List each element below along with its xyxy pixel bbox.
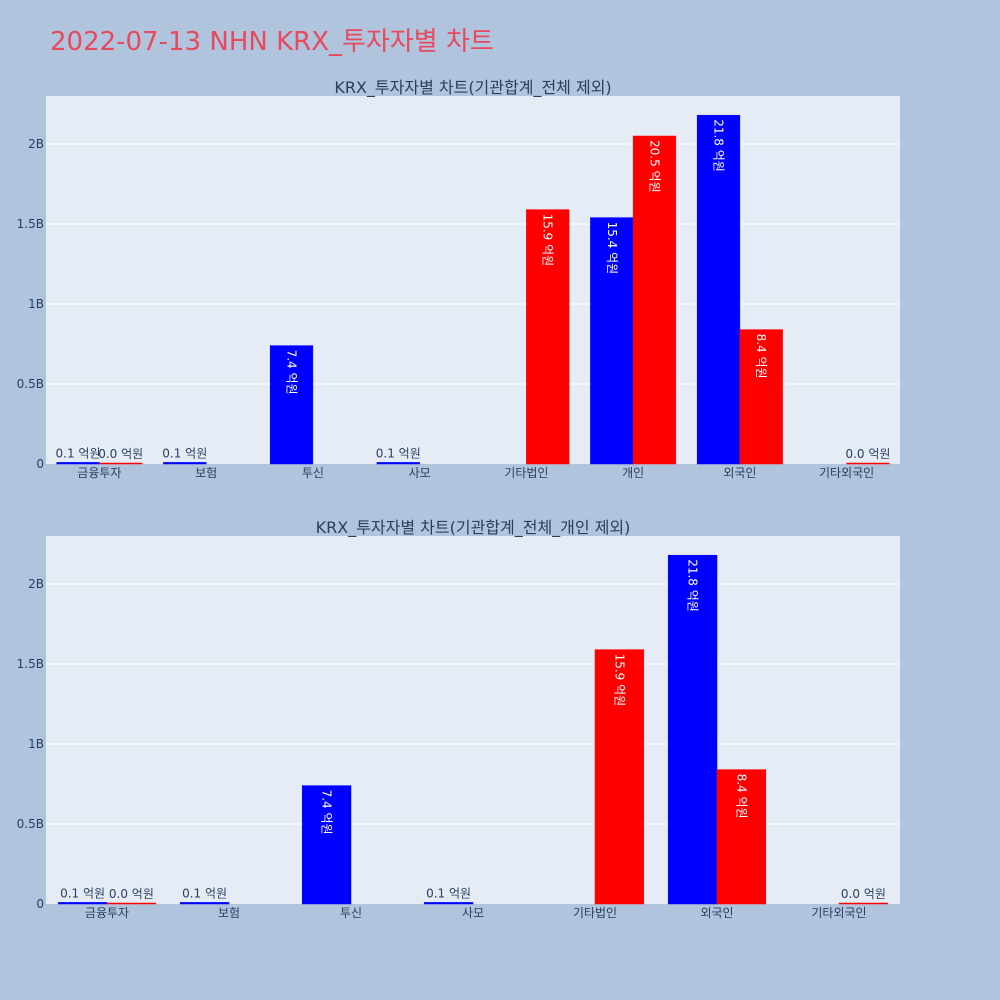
- bar: [526, 209, 570, 465]
- x-tick-label: 개인: [622, 466, 644, 480]
- y-tick-label: 1.5B: [17, 657, 44, 671]
- bar: [99, 462, 143, 465]
- chart-bottom: KRX_투자자별 차트(기관합계_전체_개인 제외) 0 0.5B 1B 1.5B 2B 금…: [17, 518, 900, 920]
- x-tick-label: 기타법인: [573, 906, 617, 920]
- bar-data-label: 0.1 억원: [182, 886, 227, 900]
- bar-data-label: 0.0 억원: [845, 447, 890, 461]
- bar: [269, 345, 314, 465]
- bar: [179, 902, 230, 905]
- bar: [590, 217, 634, 465]
- x-tick-label: 보험: [218, 906, 240, 920]
- chart-title: KRX_투자자별 차트(기관합계_전체_개인 제외): [316, 518, 631, 538]
- bar: [163, 462, 207, 465]
- page-title: 2022-07-13 NHN KRX_투자자별 차트: [50, 27, 494, 57]
- plot-area: [46, 536, 900, 904]
- bar: [376, 462, 420, 465]
- x-tick-label: 기타외국인: [811, 906, 866, 920]
- bar: [716, 769, 767, 905]
- x-tick-label: 기타외국인: [819, 466, 874, 480]
- y-tick-label: 1.5B: [17, 217, 44, 231]
- bar-data-label: 21.8 억원: [712, 119, 726, 172]
- bar-data-label: 0.1 억원: [56, 446, 101, 460]
- chart-top: KRX_투자자별 차트(기관합계_전체 제외) 0 0.5B 1B 1.5B 2B 금융투자…: [17, 78, 900, 480]
- bar-data-label: 15.9 억원: [541, 214, 555, 267]
- x-tick-label: 사모: [409, 466, 431, 480]
- bar: [56, 462, 100, 465]
- bar-data-label: 0.1 억원: [60, 886, 105, 900]
- y-tick-label: 1B: [28, 297, 44, 311]
- bar: [632, 135, 677, 465]
- bar: [423, 902, 474, 905]
- x-tick-label: 금융투자: [85, 906, 129, 920]
- bar-data-label: 21.8 억원: [686, 559, 700, 612]
- x-tick-label: 보험: [195, 466, 217, 480]
- bar-data-label: 0.0 억원: [109, 887, 154, 901]
- x-tick-label: 금융투자: [77, 466, 121, 480]
- y-tick-label: 0: [36, 897, 44, 911]
- x-tick-label: 외국인: [723, 466, 756, 480]
- bar: [301, 785, 352, 905]
- bar-data-label: 15.4 억원: [605, 222, 619, 275]
- bar-data-label: 8.4 억원: [734, 774, 748, 819]
- y-tick-label: 1B: [28, 737, 44, 751]
- bar-data-label: 7.4 억원: [320, 790, 334, 835]
- bar: [739, 329, 783, 465]
- y-tick-label: 0.5B: [17, 817, 44, 831]
- y-tick-label: 0: [36, 457, 44, 471]
- bar-data-label: 0.1 억원: [376, 446, 421, 460]
- x-tick-label: 기타법인: [504, 466, 548, 480]
- bar-data-label: 8.4 억원: [754, 334, 768, 379]
- bar-data-label: 0.1 억원: [426, 886, 471, 900]
- x-tick-label: 사모: [462, 906, 484, 920]
- bar-data-label: 0.0 억원: [98, 447, 143, 461]
- bar: [838, 902, 889, 905]
- bar-data-label: 0.0 억원: [841, 887, 886, 901]
- bar: [57, 902, 108, 905]
- bar: [846, 462, 890, 465]
- y-tick-label: 0.5B: [17, 377, 44, 391]
- x-tick-label: 투신: [302, 466, 324, 480]
- bar: [106, 902, 157, 905]
- x-tick-label: 외국인: [700, 906, 733, 920]
- bar-data-label: 15.9 억원: [612, 654, 626, 707]
- y-tick-label: 2B: [28, 577, 44, 591]
- bar-data-label: 20.5 억원: [647, 140, 661, 193]
- bar-data-label: 0.1 억원: [162, 446, 207, 460]
- bar-data-label: 7.4 억원: [285, 350, 299, 395]
- bar: [696, 114, 741, 465]
- x-tick-label: 투신: [340, 906, 362, 920]
- bar: [667, 554, 718, 905]
- y-tick-label: 2B: [28, 137, 44, 151]
- bar: [594, 649, 645, 905]
- chart-title: KRX_투자자별 차트(기관합계_전체 제외): [334, 78, 611, 98]
